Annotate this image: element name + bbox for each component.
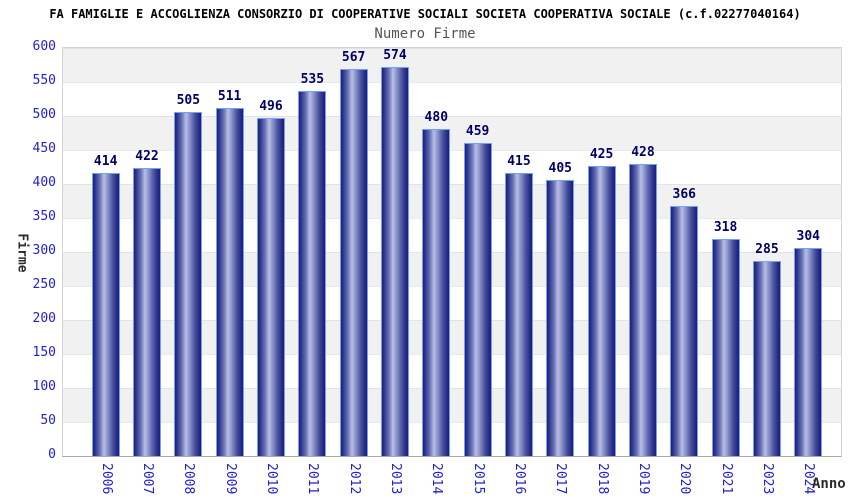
bar xyxy=(91,173,120,456)
x-tick-label: 2010 xyxy=(263,463,279,495)
bar-slot-2010: 496 2010 xyxy=(250,48,291,494)
y-tick-label: 100 xyxy=(32,379,56,394)
x-tick-label: 2011 xyxy=(305,463,321,495)
x-tick-label: 2008 xyxy=(181,463,197,495)
bar-value-label: 535 xyxy=(300,72,325,88)
y-tick-label: 0 xyxy=(48,447,56,462)
bar xyxy=(298,91,327,456)
bar xyxy=(215,107,244,456)
bar-value-label: 285 xyxy=(755,242,779,258)
plot-area: 414 2006 422 2007 505 2008 511 2009 496 2010 535 20… xyxy=(62,47,842,494)
x-tick-label: 2023 xyxy=(759,463,775,495)
bar-value-label: 428 xyxy=(631,144,655,160)
bar xyxy=(422,128,451,456)
bar-slot-2014: 480 2014 xyxy=(416,48,457,494)
bar-value-label: 574 xyxy=(383,48,407,63)
bar xyxy=(670,206,699,456)
bar-slot-2020: 366 2020 xyxy=(664,48,705,494)
x-tick-label: 2019 xyxy=(635,463,651,495)
bar-value-label: 496 xyxy=(259,98,283,114)
bar xyxy=(174,111,203,456)
bar xyxy=(463,142,492,456)
bar-value-label: 304 xyxy=(796,229,820,245)
bar-value-label: 318 xyxy=(713,219,738,235)
bar-slot-2013: 574 2013 xyxy=(374,48,415,494)
y-tick-label: 150 xyxy=(32,345,56,360)
x-tick-label: 2017 xyxy=(553,463,569,495)
bar-value-label: 414 xyxy=(93,154,118,170)
y-tick-label: 600 xyxy=(32,39,56,54)
bar xyxy=(256,117,285,456)
bar-slot-2018: 425 2018 xyxy=(581,48,622,494)
bar-value-label: 366 xyxy=(672,187,696,203)
bar-value-label: 505 xyxy=(176,92,201,108)
y-tick-label: 550 xyxy=(32,73,56,88)
y-tick-label: 50 xyxy=(40,413,56,428)
y-tick-label: 500 xyxy=(32,107,56,122)
bar-slot-2023: 285 2023 xyxy=(746,48,787,494)
bar-slot-2008: 505 2008 xyxy=(168,48,209,494)
bar-slot-2006: 414 2006 xyxy=(85,48,126,494)
y-tick-label: 200 xyxy=(32,311,56,326)
bar-slot-2017: 405 2017 xyxy=(540,48,581,494)
bar xyxy=(711,238,740,456)
x-tick-label: 2009 xyxy=(222,463,238,495)
chart-subtitle: Numero Firme xyxy=(374,26,476,42)
y-tick-label: 350 xyxy=(32,209,56,224)
bar-value-label: 459 xyxy=(465,123,490,139)
bar-slot-2024: 304 2024 xyxy=(788,48,829,494)
x-tick-label: 2015 xyxy=(470,463,486,495)
x-tick-label: 2006 xyxy=(98,463,114,495)
bar-slot-2009: 511 2009 xyxy=(209,48,250,494)
chart-title: FA FAMIGLIE E ACCOGLIENZA CONSORZIO DI C… xyxy=(49,7,801,21)
bar-value-label: 415 xyxy=(507,153,531,169)
y-tick-label: 250 xyxy=(32,277,56,292)
x-axis-title: Anno xyxy=(812,476,846,492)
bar-slot-2016: 415 2016 xyxy=(498,48,539,494)
bar-slot-2007: 422 2007 xyxy=(126,48,167,494)
bar-slot-2021: 318 2021 xyxy=(705,48,746,494)
bar-slot-2015: 459 2015 xyxy=(457,48,498,494)
bar-slot-2012: 567 2012 xyxy=(333,48,374,494)
bar-value-label: 567 xyxy=(341,50,366,66)
bar-value-label: 511 xyxy=(217,88,242,104)
bar-slot-2019: 428 2019 xyxy=(622,48,663,494)
x-tick-label: 2020 xyxy=(677,463,693,495)
y-tick-label: 400 xyxy=(32,175,56,190)
bar-value-label: 422 xyxy=(135,149,159,165)
bar xyxy=(339,69,368,456)
x-tick-label: 2018 xyxy=(594,463,610,495)
y-tick-label: 450 xyxy=(32,141,56,156)
bar xyxy=(380,67,409,456)
x-tick-label: 2016 xyxy=(511,463,527,495)
bar xyxy=(132,168,161,456)
bar xyxy=(794,248,823,456)
y-tick-label: 300 xyxy=(32,243,56,258)
bar-value-label: 405 xyxy=(548,160,573,176)
x-tick-label: 2021 xyxy=(718,463,734,495)
bar xyxy=(628,163,657,456)
bars-container: 414 2006 422 2007 505 2008 511 2009 496 2010 535 20… xyxy=(63,48,841,494)
bar-slot-2011: 535 2011 xyxy=(292,48,333,494)
bar-value-label: 480 xyxy=(424,109,449,125)
bar xyxy=(752,261,781,456)
bar xyxy=(587,166,616,456)
x-tick-label: 2013 xyxy=(387,463,403,495)
x-tick-label: 2012 xyxy=(346,463,362,495)
x-tick-label: 2007 xyxy=(139,463,155,495)
bar-value-label: 425 xyxy=(589,147,614,162)
bar xyxy=(546,179,575,456)
x-tick-label: 2014 xyxy=(429,463,445,495)
bar xyxy=(504,172,533,456)
